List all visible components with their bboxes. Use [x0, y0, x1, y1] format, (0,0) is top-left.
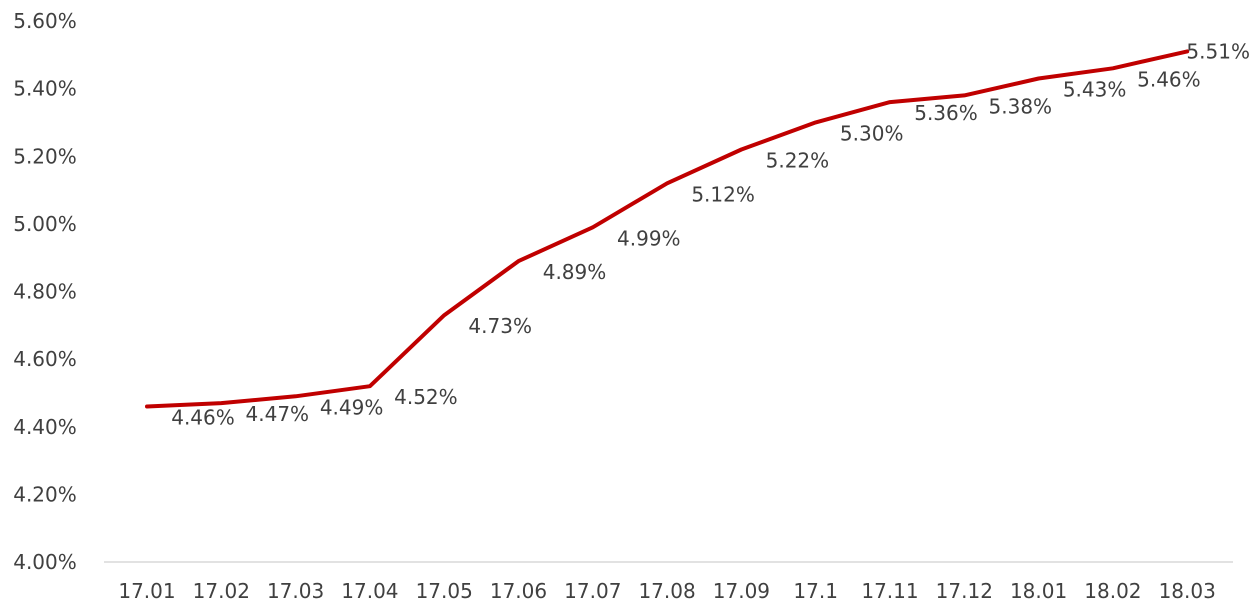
y-tick-label: 5.40% [13, 77, 77, 101]
data-label: 4.49% [320, 395, 384, 419]
data-label: 5.36% [914, 101, 978, 125]
x-tick-label: 17.08 [638, 579, 695, 603]
x-tick-label: 17.07 [564, 579, 621, 603]
data-label: 4.73% [468, 314, 532, 338]
y-tick-label: 4.40% [13, 415, 77, 439]
x-tick-label: 17.02 [193, 579, 250, 603]
y-tick-label: 4.00% [13, 550, 77, 574]
data-label: 5.30% [840, 121, 904, 145]
x-tick-label: 17.05 [416, 579, 473, 603]
data-label: 4.47% [246, 402, 310, 426]
data-label: 4.89% [543, 260, 607, 284]
data-label: 5.22% [766, 148, 830, 172]
x-tick-label: 17.1 [793, 579, 838, 603]
x-tick-label: 18.02 [1084, 579, 1141, 603]
data-label: 4.99% [617, 226, 681, 250]
x-tick-label: 18.01 [1010, 579, 1067, 603]
x-tick-label: 17.12 [936, 579, 993, 603]
data-label: 4.46% [171, 405, 235, 429]
data-label: 5.43% [1063, 77, 1127, 101]
x-tick-label: 17.11 [861, 579, 918, 603]
y-tick-label: 5.20% [13, 144, 77, 168]
data-label: 4.52% [394, 385, 458, 409]
x-axis: 17.01 17.02 17.03 17.04 17.05 17.06 17.07 17.08… [118, 579, 1215, 603]
x-tick-label: 17.06 [490, 579, 547, 603]
data-labels: 4.46% 4.47% 4.49% 4.52% 4.73% 4.89% 4.99% 5.12%… [171, 39, 1250, 429]
data-label: 5.51% [1186, 39, 1250, 63]
y-tick-label: 4.20% [13, 482, 77, 506]
data-label: 5.46% [1137, 67, 1201, 91]
x-tick-label: 17.04 [341, 579, 398, 603]
x-tick-label: 17.03 [267, 579, 324, 603]
x-tick-label: 17.01 [118, 579, 175, 603]
y-axis: 4.00% 4.20% 4.40% 4.60% 4.80% 5.00% 5.20% 5.40%… [13, 9, 77, 574]
y-tick-label: 4.80% [13, 280, 77, 304]
y-tick-label: 5.00% [13, 212, 77, 236]
x-tick-label: 17.09 [713, 579, 770, 603]
y-tick-label: 4.60% [13, 347, 77, 371]
y-tick-label: 5.60% [13, 9, 77, 33]
data-label: 5.12% [691, 182, 755, 206]
data-label: 5.38% [989, 94, 1053, 118]
x-tick-label: 18.03 [1159, 579, 1216, 603]
